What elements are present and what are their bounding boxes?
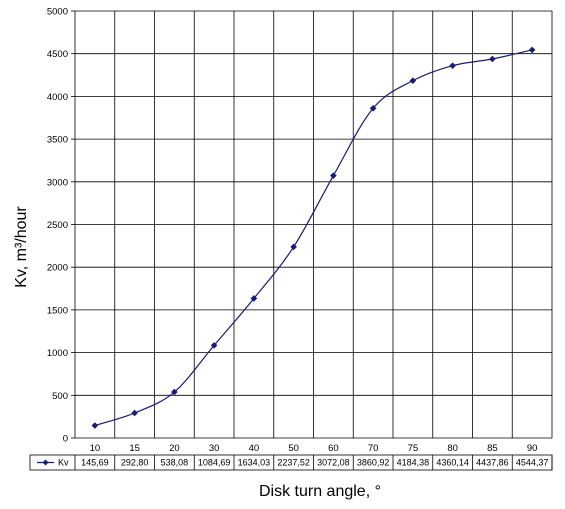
- x-tick-label: 20: [169, 443, 180, 454]
- x-tick-label: 75: [408, 443, 419, 454]
- legend-label: Kv: [58, 458, 69, 468]
- grid: [71, 10, 553, 439]
- table-value-cell: 1084,69: [198, 458, 231, 468]
- y-tick-label: 2500: [47, 220, 68, 231]
- y-tick-label: 1500: [47, 305, 68, 316]
- y-tick-label: 2000: [47, 263, 68, 274]
- table-value-cell: 4184,38: [397, 458, 430, 468]
- x-tick-label: 85: [487, 443, 498, 454]
- x-tick-label: 50: [288, 443, 299, 454]
- y-tick-label: 4500: [47, 49, 68, 60]
- data-point: [91, 422, 99, 429]
- x-tick-label: 60: [328, 443, 339, 454]
- y-tick-label: 500: [52, 391, 68, 402]
- x-axis-tick-labels: 10 15 20 30 40 50 60 70 75 80 85 90: [90, 443, 538, 454]
- data-table: Kv 145,69 292,80 538,08 1084,69 1634,03 2237,5…: [29, 454, 553, 471]
- y-axis-title: Kv, m³/hour: [13, 206, 30, 288]
- x-tick-label: 10: [90, 443, 101, 454]
- table-value-cell: 538,08: [161, 458, 189, 468]
- y-axis-tick-labels: 0 500 1000 1500 2000 2500 3000 3500 4000 4500 5000: [47, 7, 68, 445]
- legend-marker: [42, 459, 49, 466]
- data-point: [449, 62, 456, 69]
- data-point: [409, 77, 417, 84]
- y-tick-label: 1000: [47, 348, 68, 359]
- x-tick-label: 90: [527, 443, 538, 454]
- data-point: [369, 104, 377, 112]
- y-tick-label: 3000: [47, 177, 68, 188]
- x-tick-label: 30: [209, 443, 220, 454]
- data-point: [250, 295, 258, 302]
- table-value-cell: 2237,52: [277, 458, 310, 468]
- data-point: [330, 172, 337, 179]
- y-tick-label: 4000: [47, 92, 68, 103]
- x-axis-title: Disk turn angle, °: [259, 483, 381, 500]
- series-kv: [91, 46, 536, 429]
- x-tick-label: 70: [368, 443, 379, 454]
- data-point: [290, 243, 297, 251]
- table-value-cell: 4437,86: [476, 458, 509, 468]
- x-tick-label: 40: [249, 443, 260, 454]
- table-value-cell: 145,69: [81, 458, 109, 468]
- data-point: [210, 342, 218, 349]
- data-point: [528, 46, 536, 54]
- y-tick-label: 0: [63, 434, 68, 445]
- table-value-cell: 1634,03: [238, 458, 271, 468]
- data-point: [489, 55, 496, 63]
- table-value-cell: 4360,14: [436, 458, 469, 468]
- table-value-cell: 3860,92: [357, 458, 390, 468]
- table-value-cell: 4544,37: [516, 458, 549, 468]
- y-tick-label: 3500: [47, 135, 68, 146]
- x-tick-label: 80: [447, 443, 458, 454]
- table-value-cell: 292,80: [121, 458, 149, 468]
- table-value-cell: 3072,08: [317, 458, 350, 468]
- y-tick-label: 5000: [47, 7, 68, 18]
- x-tick-label: 15: [129, 443, 140, 454]
- data-point: [131, 409, 138, 417]
- data-point: [171, 388, 178, 396]
